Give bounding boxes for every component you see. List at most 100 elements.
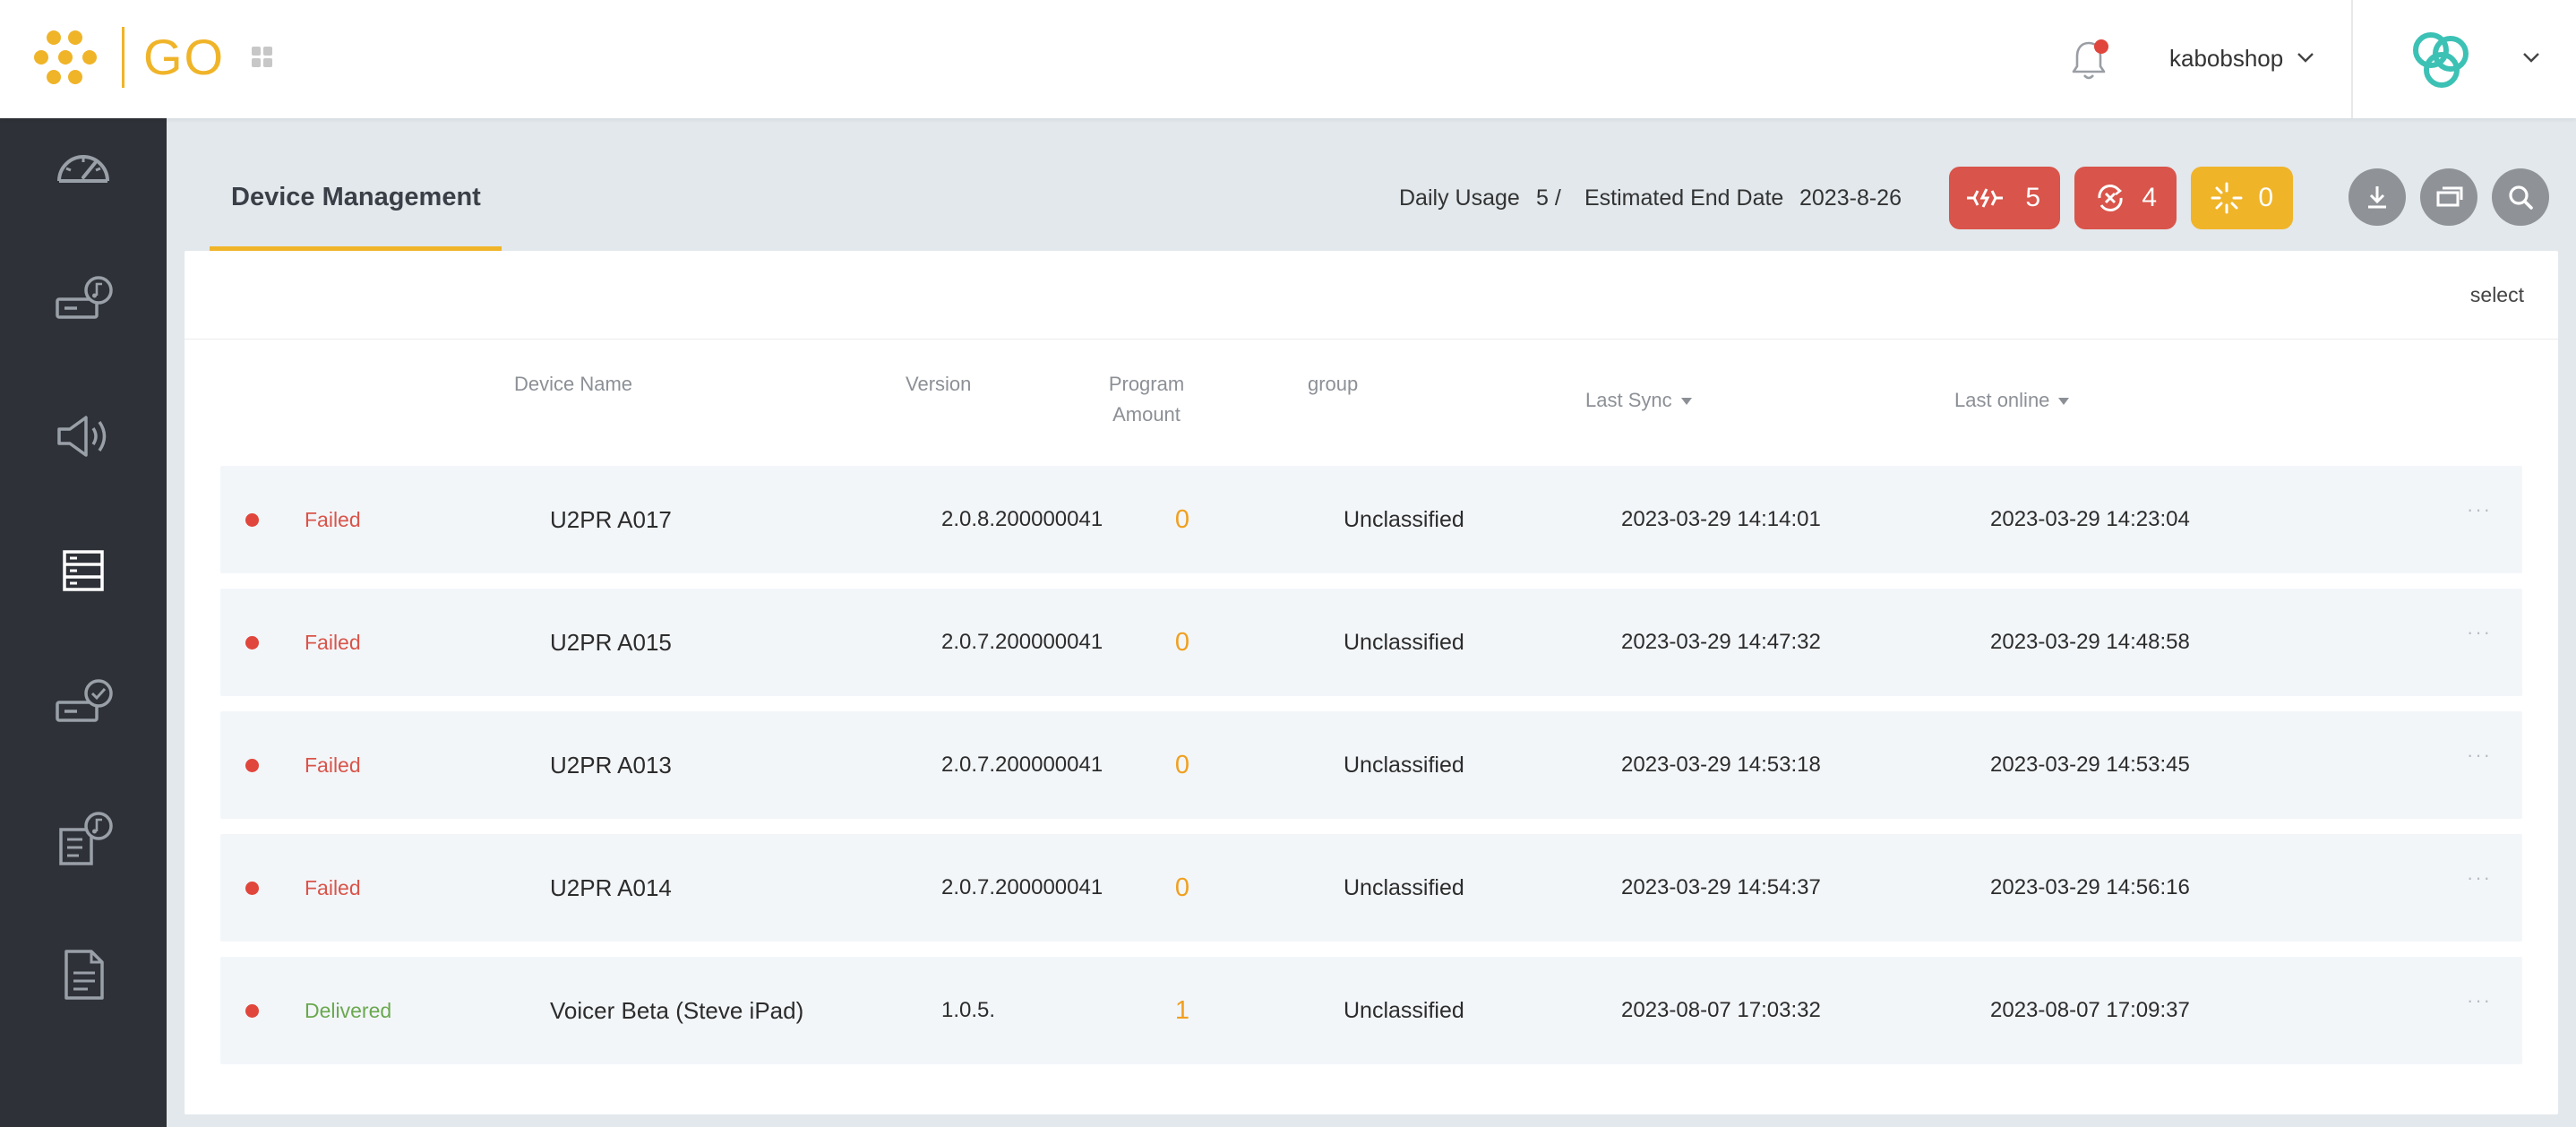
speaker-icon	[57, 416, 107, 457]
download-icon	[2368, 186, 2386, 209]
more-actions-icon[interactable]: ···	[2467, 744, 2492, 766]
column-header-program-amount-line2: Amount	[1112, 403, 1181, 426]
device-group: Unclassified	[1344, 875, 1464, 900]
search-button[interactable]	[2492, 168, 2549, 226]
program-amount[interactable]: 0	[1174, 628, 1190, 657]
program-amount[interactable]: 0	[1174, 751, 1190, 779]
loading-icon	[2211, 182, 2243, 214]
device-group: Unclassified	[1344, 630, 1464, 655]
status-dot	[245, 759, 259, 772]
device-name[interactable]: U2PR A015	[550, 629, 672, 656]
sync-error-filter-button[interactable]: 4	[2074, 167, 2177, 229]
select-button[interactable]: select	[2469, 283, 2524, 306]
search-icon	[2509, 185, 2533, 210]
sort-caret-icon	[1680, 398, 1692, 406]
device-group: Unclassified	[1344, 507, 1464, 532]
column-header-last-sync-label: Last Sync	[1585, 389, 1672, 411]
status-label: Delivered	[305, 999, 392, 1022]
status-label: Failed	[305, 876, 361, 899]
server-list-icon	[63, 550, 104, 591]
nav-device-check[interactable]	[0, 656, 167, 754]
loading-count: 0	[2258, 183, 2273, 212]
playlist-music-icon	[59, 812, 113, 865]
program-amount[interactable]: 0	[1174, 873, 1190, 902]
more-actions-icon[interactable]: ···	[2467, 621, 2492, 643]
table-row[interactable]: Failed U2PR A014 2.0.7.200000041 0 Uncla…	[220, 834, 2522, 942]
tab-device-management[interactable]: Device Management	[210, 168, 502, 251]
column-header-program-amount[interactable]: Program Amount	[1093, 369, 1200, 430]
notification-badge	[2094, 39, 2108, 54]
logo-dots-icon	[34, 27, 99, 88]
device-group: Unclassified	[1344, 998, 1464, 1023]
table-row[interactable]: Failed U2PR A015 2.0.7.200000041 0 Uncla…	[220, 589, 2522, 696]
loading-filter-button[interactable]: 0	[2191, 167, 2293, 229]
display-settings-button[interactable]	[2420, 168, 2477, 226]
apps-grid-icon[interactable]	[252, 47, 273, 68]
device-name[interactable]: U2PR A017	[550, 506, 672, 533]
chevron-down-icon[interactable]	[2520, 47, 2542, 68]
table-row[interactable]: Failed U2PR A017 2.0.8.200000041 0 Uncla…	[220, 466, 2522, 573]
chevron-down-icon[interactable]	[2295, 47, 2316, 68]
last-sync: 2023-03-29 14:53:18	[1621, 753, 1821, 777]
column-header-last-sync[interactable]: Last Sync	[1585, 385, 1692, 416]
sidebar	[0, 118, 167, 1127]
column-header-version[interactable]: Version	[906, 373, 972, 395]
device-version: 2.0.8.200000041	[941, 507, 1103, 531]
logo-text: GO	[143, 29, 226, 85]
topbar-divider	[2351, 0, 2353, 118]
column-header-group[interactable]: group	[1308, 373, 1359, 395]
status-label: Failed	[305, 753, 361, 777]
column-header-device-name[interactable]: Device Name	[514, 373, 633, 395]
disconnected-icon	[1967, 188, 2003, 208]
device-check-icon	[56, 679, 113, 722]
program-amount[interactable]: 0	[1174, 505, 1190, 534]
disconnected-filter-button[interactable]: 5	[1949, 167, 2060, 229]
device-name[interactable]: U2PR A014	[550, 874, 672, 901]
status-dot	[245, 513, 259, 527]
device-version: 1.0.5.	[941, 998, 996, 1022]
download-button[interactable]	[2348, 168, 2406, 226]
last-online: 2023-03-29 14:56:16	[1990, 875, 2190, 899]
device-version: 2.0.7.200000041	[941, 630, 1103, 654]
more-actions-icon[interactable]: ···	[2467, 498, 2492, 520]
document-icon	[64, 950, 104, 1000]
last-sync: 2023-08-07 17:03:32	[1621, 998, 1821, 1022]
device-name[interactable]: Voicer Beta (Steve iPad)	[550, 997, 804, 1024]
more-actions-icon[interactable]: ···	[2467, 989, 2492, 1011]
nav-device-management[interactable]	[0, 521, 167, 620]
device-version: 2.0.7.200000041	[941, 753, 1103, 777]
account-name[interactable]: kabobshop	[2169, 45, 2284, 72]
device-group: Unclassified	[1344, 753, 1464, 778]
top-bar: GO kabobshop	[0, 0, 2576, 118]
table-row[interactable]: Delivered Voicer Beta (Steve iPad) 1.0.5…	[220, 957, 2522, 1064]
device-music-icon	[56, 276, 113, 319]
status-dot	[245, 636, 259, 650]
end-date-label: Estimated End Date	[1584, 185, 1784, 211]
brand-logo-icon[interactable]	[2406, 27, 2479, 91]
last-online: 2023-03-29 14:23:04	[1990, 507, 2190, 531]
more-actions-icon[interactable]: ···	[2467, 866, 2492, 889]
column-header-last-online-label: Last online	[1954, 389, 2050, 411]
program-amount[interactable]: 1	[1174, 996, 1190, 1025]
column-header-last-online[interactable]: Last online	[1954, 385, 2070, 416]
last-online: 2023-08-07 17:09:37	[1990, 998, 2190, 1022]
active-tab-indicator	[210, 246, 502, 251]
end-date-value: 2023-8-26	[1799, 185, 1902, 211]
nav-broadcast[interactable]	[0, 387, 167, 486]
sync-error-count: 4	[2142, 183, 2157, 212]
device-table-card: select Device Name Version Program Amoun…	[185, 251, 2558, 1114]
nav-dashboard[interactable]	[0, 118, 167, 217]
sort-caret-icon	[2058, 398, 2070, 406]
last-sync: 2023-03-29 14:54:37	[1621, 875, 1821, 899]
table-row[interactable]: Failed U2PR A013 2.0.7.200000041 0 Uncla…	[220, 711, 2522, 819]
nav-playlists[interactable]	[0, 790, 167, 889]
nav-devices-music[interactable]	[0, 253, 167, 351]
sync-error-icon	[2098, 185, 2123, 211]
device-name[interactable]: U2PR A013	[550, 752, 672, 779]
logo-separator	[122, 27, 125, 88]
status-dot	[245, 882, 259, 895]
nav-reports[interactable]	[0, 925, 167, 1023]
device-version: 2.0.7.200000041	[941, 875, 1103, 899]
last-online: 2023-03-29 14:48:58	[1990, 630, 2190, 654]
disconnected-count: 5	[2025, 183, 2040, 212]
